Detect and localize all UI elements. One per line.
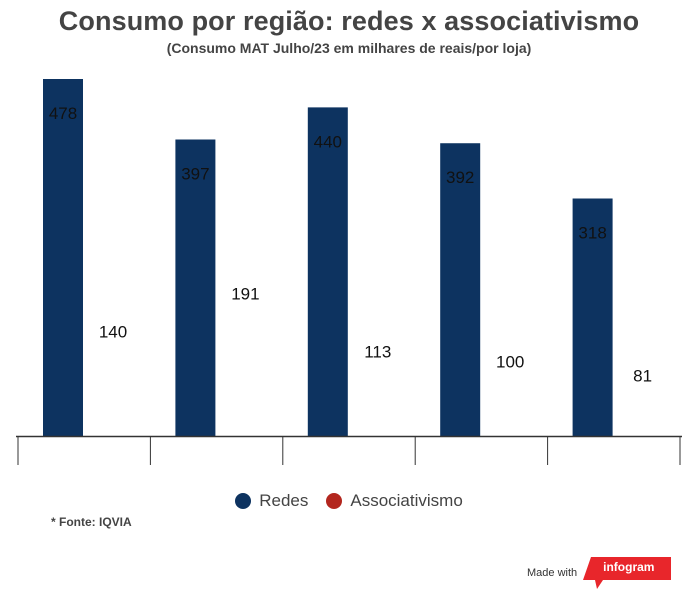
legend-swatch-redes — [235, 493, 252, 509]
made-with-credit[interactable]: Made with infogram — [527, 557, 673, 589]
chart-legend: Redes Associativismo — [0, 491, 698, 511]
data-label-associativismo-4: 100 — [496, 352, 524, 371]
chart-title: Consumo por região: redes x associativis… — [58, 6, 640, 36]
data-label-redes-4: 392 — [446, 168, 474, 187]
legend-label-associativismo: Associativismo — [350, 491, 463, 510]
bar-chart: 478 140 397 191 440 113 392 100 318 81 — [16, 79, 682, 465]
legend-item-associativismo[interactable]: Associativismo — [326, 491, 463, 511]
data-label-redes-5: 318 — [578, 223, 606, 242]
infogram-flag-icon — [583, 557, 672, 589]
infogram-brand-label: infogram — [603, 560, 655, 574]
data-label-associativismo-3: 113 — [364, 343, 391, 362]
bar-redes-1 — [43, 79, 83, 436]
source-note: * Fonte: IQVIA — [51, 515, 132, 529]
data-label-redes-1: 478 — [49, 104, 77, 123]
data-label-associativismo-1: 140 — [99, 322, 127, 341]
data-label-associativismo-5: 81 — [633, 367, 652, 386]
data-label-associativismo-2: 191 — [231, 284, 259, 303]
bar-redes-3 — [307, 107, 348, 437]
legend-label-redes: Redes — [259, 491, 309, 510]
data-label-redes-3: 440 — [314, 132, 342, 151]
bar-redes-5 — [572, 198, 613, 436]
data-label-redes-2: 397 — [181, 164, 209, 183]
legend-item-redes[interactable]: Redes — [235, 491, 308, 511]
legend-swatch-associativismo — [326, 493, 343, 509]
chart-subtitle: (Consumo MAT Julho/23 em milhares de rea… — [166, 40, 532, 56]
bar-redes-4 — [440, 143, 481, 436]
infogram-logo[interactable]: infogram — [583, 557, 673, 589]
made-with-label: Made with — [527, 567, 578, 579]
bar-redes-2 — [175, 139, 216, 436]
